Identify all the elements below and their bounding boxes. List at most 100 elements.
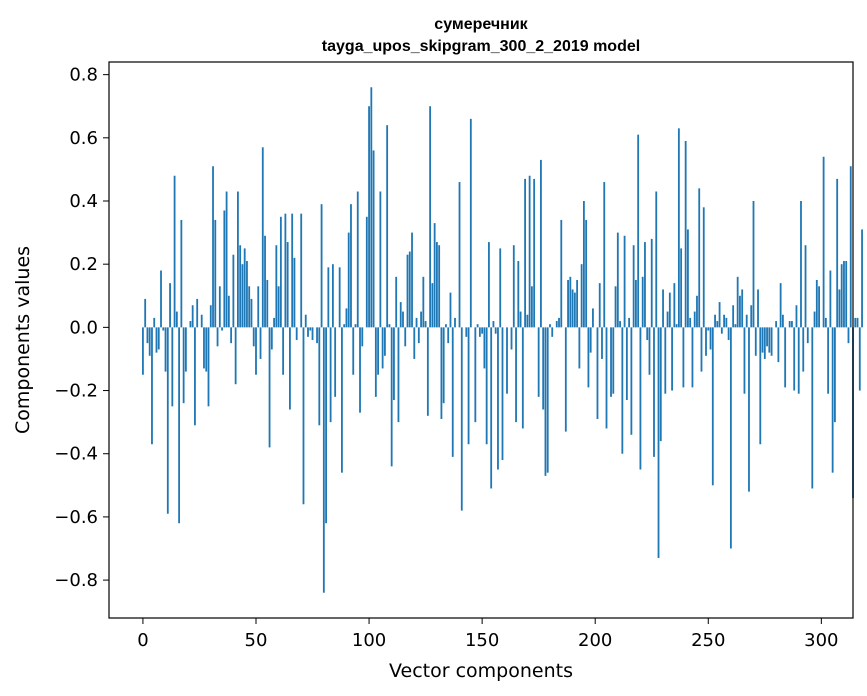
bar [625, 327, 628, 401]
bar [478, 327, 481, 337]
y-axis-ticks: −0.8 −0.6 −0.4 −0.2 0.0 0.2 0.4 0.6 0.8 [54, 65, 109, 591]
bar [397, 327, 400, 423]
bar [329, 327, 332, 423]
bar [291, 213, 294, 328]
bar [639, 327, 642, 470]
bar [282, 327, 285, 375]
bar [621, 327, 624, 454]
bar [318, 327, 321, 426]
bar [377, 327, 380, 375]
bar [404, 327, 407, 347]
bar [162, 327, 165, 331]
bar [275, 245, 278, 328]
bar [250, 298, 253, 328]
bar [822, 156, 825, 328]
bar [420, 311, 422, 328]
bar [616, 232, 619, 328]
bar [745, 314, 748, 328]
bar [241, 264, 244, 328]
bar [766, 327, 768, 347]
bar [243, 248, 246, 328]
bar [352, 327, 355, 375]
bar [442, 327, 445, 404]
bar [232, 254, 235, 328]
bar [205, 327, 208, 372]
bar [510, 327, 513, 350]
bar [460, 327, 463, 511]
bar [178, 327, 181, 524]
bar [630, 327, 633, 435]
bar [386, 125, 389, 328]
bar [693, 311, 696, 328]
bar [544, 327, 547, 476]
bar [777, 327, 780, 363]
y-tick-label: −0.2 [54, 381, 98, 402]
bar [286, 242, 289, 328]
bar [784, 327, 787, 388]
bar [861, 229, 863, 328]
bar [447, 327, 450, 344]
bar [714, 314, 716, 328]
bar [320, 204, 323, 328]
bar [393, 327, 395, 401]
bar [723, 314, 726, 328]
bar [429, 106, 432, 328]
bar [506, 327, 508, 394]
bar [849, 166, 852, 328]
bar [426, 327, 429, 416]
bar [752, 201, 755, 328]
y-tick-label: 0.6 [69, 128, 98, 149]
bar [316, 327, 318, 344]
bar [293, 257, 296, 328]
bar [261, 147, 264, 328]
x-tick-label: 150 [465, 630, 499, 651]
bar [684, 140, 687, 328]
bar [469, 118, 472, 328]
bar [603, 182, 606, 328]
bar [754, 327, 757, 356]
bar [343, 324, 346, 328]
bar [650, 238, 653, 328]
bar [295, 327, 298, 340]
bar [341, 327, 343, 473]
bar [806, 327, 809, 344]
bar [289, 327, 291, 410]
bar [564, 327, 567, 432]
bar [144, 298, 147, 328]
bar [743, 327, 746, 394]
bar [530, 286, 533, 328]
bar [465, 327, 468, 337]
bar [388, 324, 391, 328]
bar [589, 327, 592, 353]
bar [365, 216, 368, 328]
bar [490, 327, 493, 489]
bar [555, 321, 558, 328]
bar [818, 286, 820, 328]
bar [580, 264, 583, 328]
bar [350, 204, 352, 328]
bar [239, 245, 242, 328]
bar [729, 327, 732, 549]
bar [361, 327, 364, 347]
bar [637, 134, 640, 328]
x-tick-label: 0 [137, 630, 148, 651]
bar [775, 321, 778, 328]
bar [800, 201, 802, 328]
y-tick-label: −0.8 [54, 570, 98, 591]
x-tick-label: 100 [352, 630, 386, 651]
bar [194, 327, 196, 426]
bar [689, 317, 692, 328]
bar [160, 270, 162, 328]
bar [659, 327, 662, 442]
bar [431, 283, 434, 328]
bar [750, 305, 753, 328]
bar [858, 327, 861, 391]
bar [691, 327, 694, 388]
bar [700, 327, 703, 372]
bar [214, 219, 217, 328]
bar [171, 327, 174, 407]
bar [501, 327, 504, 461]
bar [417, 327, 420, 344]
bar [666, 311, 669, 328]
